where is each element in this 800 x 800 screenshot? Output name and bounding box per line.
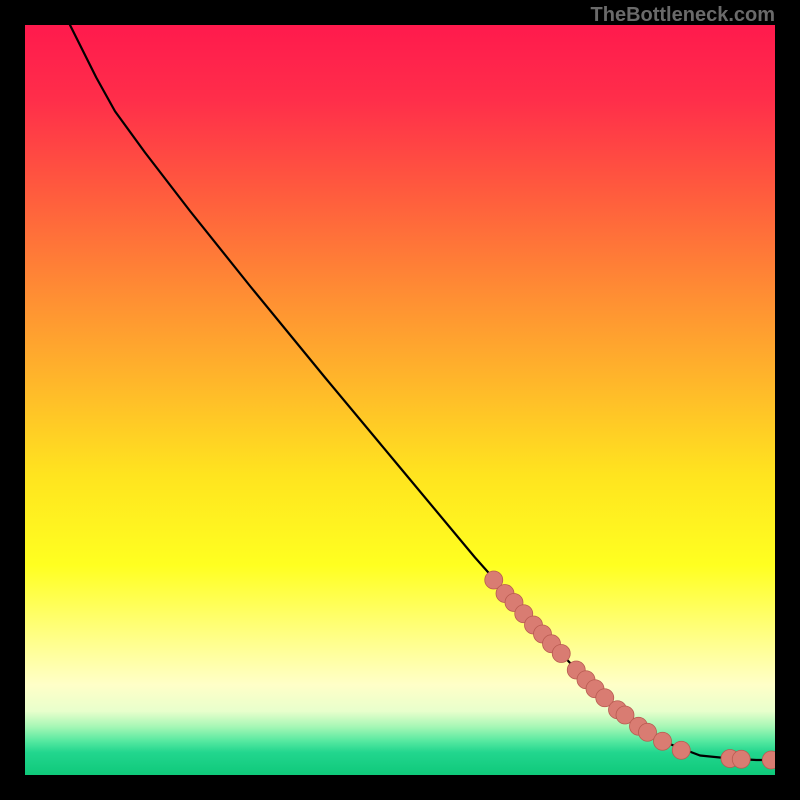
plot-area bbox=[25, 25, 775, 775]
watermark-label: TheBottleneck.com bbox=[591, 4, 775, 27]
gradient-background bbox=[25, 25, 775, 775]
